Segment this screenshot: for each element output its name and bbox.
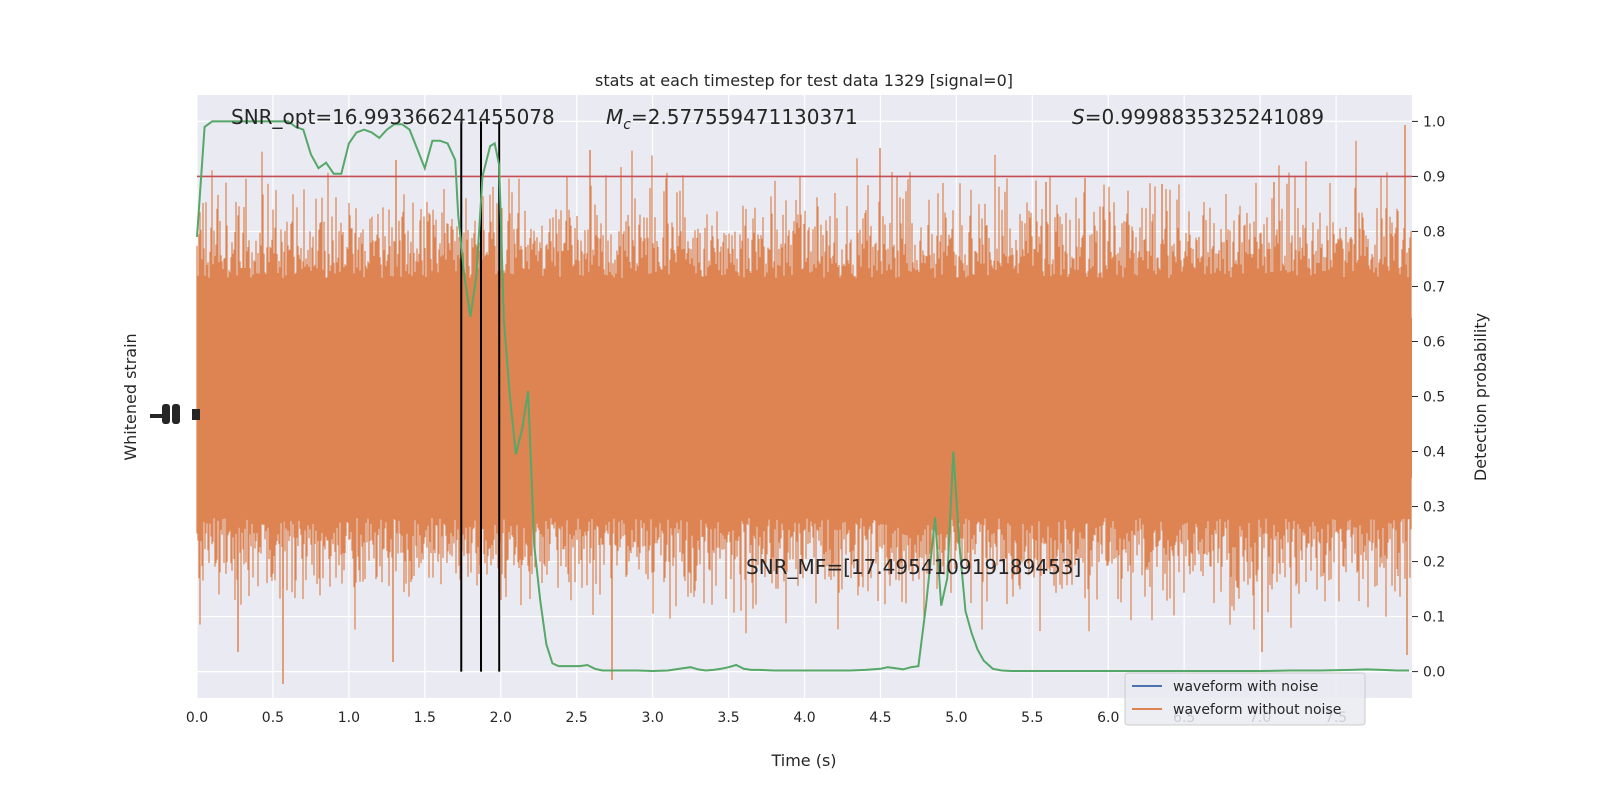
y-tick-label: 0.1 [1423,610,1445,626]
y-tick-label: 0.2 [1423,555,1445,571]
y-tick-label: 0.6 [1423,334,1445,350]
legend-label-without-noise: waveform without noise [1173,702,1341,718]
detection-probability-line [196,120,1409,673]
left-y-axis-title: Whitened strain [121,333,140,460]
y-tick-label: 0.7 [1423,279,1445,295]
legend-label-with-noise: waveform with noise [1173,679,1318,695]
y-tick-label: 0.0 [1423,665,1445,681]
y-axis-ticks-right: 0.0 0.1 0.2 0.3 0.4 0.5 0.6 0.7 0.8 0.9 1.0 [1412,114,1445,681]
snr-opt-annotation: SNR_opt=16.993366241455078 [231,105,555,129]
s-annotation: S=0.9998835325241089 [1072,105,1324,129]
x-tick-label: 4.0 [793,710,815,726]
x-tick-label: 1.0 [338,710,360,726]
y-tick-label: 0.4 [1423,445,1445,461]
snr-mf-annotation: SNR_MF=[17.495410919189453] [746,555,1081,579]
x-tick-label: 4.5 [869,710,891,726]
x-axis-title: Time (s) [770,751,836,770]
y-tick-label: 0.3 [1423,500,1445,516]
noise-waveform-series [196,125,1412,684]
left-axis-tick-blob [150,404,200,424]
noise-trace [196,140,1412,634]
x-tick-label: 2.0 [490,710,512,726]
y-tick-label: 0.9 [1423,169,1445,185]
x-tick-label: 3.5 [717,710,739,726]
chart-title: stats at each timestep for test data 132… [595,71,1013,90]
x-tick-label: 5.5 [1021,710,1043,726]
y-tick-label: 1.0 [1423,114,1445,130]
x-tick-label: 1.5 [414,710,436,726]
x-tick-label: 5.0 [945,710,967,726]
legend: waveform with noise waveform without noi… [1124,672,1366,726]
x-tick-label: 0.5 [262,710,284,726]
x-tick-label: 2.5 [566,710,588,726]
chirp-mass-annotation: Mc=2.577559471130371 [606,105,858,133]
x-tick-label: 0.0 [186,710,208,726]
y-tick-label: 0.5 [1423,390,1445,406]
x-tick-label: 3.0 [641,710,663,726]
right-y-axis-title: Detection probability [1471,313,1490,481]
legend-box [1124,672,1366,726]
x-tick-label: 6.0 [1097,710,1119,726]
y-tick-label: 0.8 [1423,224,1445,240]
